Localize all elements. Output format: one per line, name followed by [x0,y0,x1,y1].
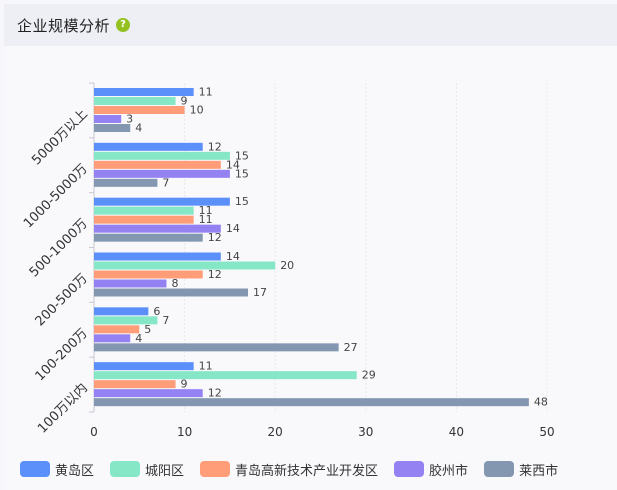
category-label: 100万以内 [34,380,90,436]
legend-label: 黄岛区 [55,463,95,479]
bar-value-label: 15 [235,149,249,162]
bar[interactable] [94,288,249,297]
bar-value-label: 29 [362,369,376,382]
bar-value-label: 9 [181,95,188,108]
bar[interactable] [94,215,194,224]
bar-value-label: 7 [162,176,169,189]
bar[interactable] [94,151,230,160]
bar-value-label: 3 [126,113,133,126]
x-tick-label: 50 [539,425,554,439]
bar-value-label: 11 [199,204,213,217]
legend-swatch [394,461,425,477]
bar[interactable] [94,160,221,169]
bar[interactable] [94,142,203,151]
bar[interactable] [94,97,176,105]
legend-item[interactable]: 青岛高新技术产业开发区 [200,460,378,479]
legend-label: 胶州市 [429,463,469,479]
bar[interactable] [94,380,176,389]
bar-value-label: 7 [162,314,169,327]
bar[interactable] [94,88,194,96]
bar[interactable] [94,398,529,407]
bar[interactable] [94,178,158,187]
bar-value-label: 27 [344,341,358,354]
legend-label: 城阳区 [145,463,185,479]
bar-value-label: 20 [280,259,294,272]
chart-legend: 黄岛区 城阳区 青岛高新技术产业开发区 胶州市 莱西市 [20,458,574,480]
bar-value-label: 14 [226,222,240,235]
bar[interactable] [94,371,357,380]
bar[interactable] [94,325,140,334]
bar[interactable] [94,252,221,261]
bar[interactable] [94,343,339,352]
chart-panel [4,4,617,490]
legend-item[interactable]: 城阳区 [110,460,184,479]
bar[interactable] [94,316,158,325]
bar[interactable] [94,224,221,233]
bar-value-label: 12 [208,387,222,400]
legend-swatch [110,461,141,477]
bar-value-label: 14 [226,250,240,263]
category-label: 200-500万 [33,271,91,329]
bar[interactable] [94,233,203,242]
question-circle-icon[interactable]: ? [116,18,131,32]
category-label: 100-200万 [33,326,91,384]
bar[interactable] [94,197,230,206]
bar-value-label: 4 [135,122,142,135]
legend-label: 青岛高新技术产业开发区 [235,463,379,479]
bar-value-label: 11 [199,86,213,99]
bar[interactable] [94,206,194,215]
bar-value-label: 6 [153,305,160,318]
bar-value-label: 4 [135,332,142,345]
bar[interactable] [94,124,131,132]
bar[interactable] [94,169,230,178]
bar[interactable] [94,261,276,270]
bar[interactable] [94,270,203,279]
panel-header: 企业规模分析 ? [4,4,617,46]
legend-item[interactable]: 胶州市 [394,460,468,479]
bar-value-label: 5 [144,323,151,336]
legend-item[interactable]: 莱西市 [484,460,558,479]
legend-swatch [200,461,231,477]
bar-value-label: 12 [208,140,222,153]
x-tick-label: 30 [358,425,373,439]
bar-value-label: 12 [208,268,222,281]
bar-value-label: 9 [181,378,188,391]
legend-label: 莱西市 [519,463,559,479]
bar[interactable] [94,115,122,123]
bar[interactable] [94,307,149,316]
bar[interactable] [94,362,194,371]
bar-value-label: 17 [253,286,267,299]
legend-swatch [484,461,515,477]
bar-value-label: 11 [199,213,213,226]
bar-value-label: 15 [235,167,249,180]
x-tick-label: 40 [449,425,464,439]
bar[interactable] [94,334,131,343]
x-tick-label: 10 [177,425,192,439]
legend-item[interactable]: 黄岛区 [20,460,94,479]
bar-value-label: 48 [534,396,548,409]
bar[interactable] [94,279,167,288]
bar-value-label: 10 [190,104,204,117]
category-label: 5000万以上 [29,107,91,169]
panel-title: 企业规模分析 [17,16,111,35]
bar-value-label: 12 [208,231,222,244]
bar-value-label: 11 [199,360,213,373]
bar-value-label: 8 [171,277,178,290]
bar[interactable] [94,106,185,114]
bar-value-label: 15 [235,195,249,208]
bar-value-label: 14 [226,158,240,171]
legend-swatch [20,461,50,477]
x-tick-label: 0 [90,425,98,439]
x-tick-label: 20 [268,425,283,439]
bar[interactable] [94,389,203,398]
